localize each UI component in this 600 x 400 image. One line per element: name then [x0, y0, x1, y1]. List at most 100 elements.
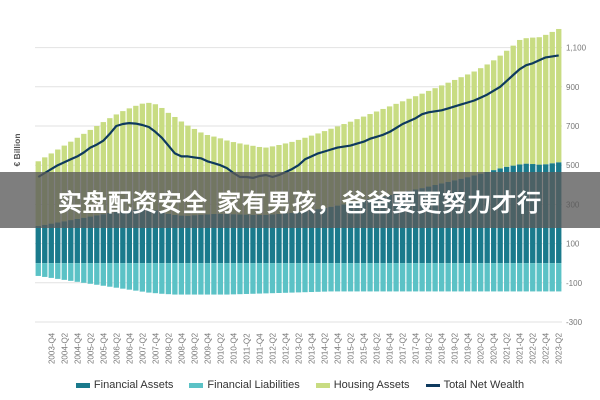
chart-legend: Financial Assets Financial Liabilities H… — [0, 376, 600, 394]
x-tick-label: 2007-Q4 — [151, 332, 160, 364]
y-tick-label: -100 — [566, 279, 583, 288]
financial-liabilities-bar — [35, 263, 41, 276]
housing-assets-bar — [412, 96, 419, 190]
financial-assets-bar — [198, 214, 204, 264]
financial-liabilities-bar — [458, 263, 464, 292]
financial-liabilities-bar — [100, 263, 106, 286]
financial-liabilities-bar — [491, 263, 497, 292]
housing-assets-bar — [406, 98, 412, 191]
housing-assets-bar — [341, 124, 347, 205]
x-tick-label: 2018-Q4 — [438, 332, 447, 364]
stacked-bars — [35, 28, 562, 295]
housing-assets-bar — [373, 111, 380, 198]
financial-liabilities-bar — [165, 263, 172, 295]
x-tick-label: 2004-Q2 — [60, 332, 69, 364]
y-tick-label: 700 — [566, 122, 580, 131]
x-tick-label: 2020-Q4 — [490, 332, 499, 364]
housing-assets-bar — [451, 79, 458, 181]
x-tick-label: 2013-Q2 — [295, 332, 304, 364]
x-tick-label: 2014-Q4 — [334, 332, 343, 364]
housing-assets-bar — [328, 128, 334, 207]
x-tick-label: 2011-Q2 — [242, 333, 251, 364]
x-tick-label: 2016-Q2 — [373, 332, 382, 364]
financial-liabilities-bar — [139, 263, 146, 292]
legend-label-total-net-wealth: Total Net Wealth — [443, 379, 525, 391]
financial-liabilities-bar — [334, 263, 341, 292]
financial-assets-bar — [120, 211, 126, 264]
financial-liabilities-bar — [289, 263, 295, 293]
financial-assets-bar — [87, 216, 93, 264]
housing-assets-bar — [100, 122, 106, 215]
financial-liabilities-bar — [471, 263, 477, 292]
legend-label-financial-liabilities: Financial Liabilities — [207, 379, 300, 391]
x-tick-label: 2009-Q2 — [190, 332, 199, 364]
financial-liabilities-bar — [152, 263, 159, 294]
housing-assets-bar — [504, 50, 510, 167]
financial-assets-bar — [68, 220, 74, 264]
y-tick-label: 500 — [566, 161, 580, 170]
housing-assets-bar — [517, 39, 523, 165]
housing-assets-bar — [419, 93, 425, 189]
financial-liabilities-bar — [425, 263, 432, 292]
financial-assets-bar — [185, 215, 191, 264]
financial-assets-bar — [159, 211, 165, 264]
x-tick-label: 2014-Q2 — [321, 332, 330, 364]
housing-assets-bar — [497, 55, 503, 169]
y-tick-label: 1,100 — [566, 44, 587, 53]
housing-assets-bar — [438, 85, 445, 184]
x-tick-label: 2010-Q4 — [229, 332, 238, 364]
financial-assets-bar — [81, 217, 87, 264]
financial-assets-bar — [139, 209, 146, 264]
financial-assets-bar — [113, 212, 119, 264]
financial-assets-bar — [315, 209, 321, 264]
financial-liabilities-bar — [282, 263, 289, 293]
financial-assets-bar — [347, 203, 354, 264]
legend-label-housing-assets: Housing Assets — [333, 379, 410, 391]
financial-liabilities-bar — [126, 263, 133, 290]
financial-liabilities-bar — [432, 263, 438, 292]
housing-assets-bar — [146, 102, 152, 210]
net-wealth-line-layer — [37, 54, 559, 179]
financial-assets-bar — [250, 214, 256, 264]
financial-liabilities-bar — [556, 263, 562, 292]
financial-liabilities-bar — [438, 263, 445, 292]
legend-item-housing-assets: Housing Assets — [315, 379, 410, 391]
x-tick-label: 2012-Q2 — [268, 332, 277, 364]
x-tick-label: 2017-Q2 — [399, 332, 408, 364]
x-tick-label: 2011-Q4 — [255, 333, 264, 364]
housing-assets-bar — [367, 114, 373, 200]
housing-assets-bar — [432, 88, 438, 185]
housing-assets-bar — [556, 28, 562, 163]
housing-assets-bar — [549, 31, 555, 164]
financial-liabilities-bar — [517, 263, 523, 292]
x-tick-label: 2006-Q2 — [112, 332, 121, 364]
financial-liabilities-bar — [510, 263, 516, 292]
financial-liabilities-bar — [276, 263, 282, 293]
financial-assets-bar — [61, 221, 67, 264]
housing-assets-bar — [484, 64, 490, 172]
housing-assets-bar — [458, 77, 464, 179]
financial-assets-bar — [211, 214, 217, 264]
housing-assets-bar — [445, 82, 451, 182]
financial-assets-bar — [48, 223, 54, 264]
financial-assets-bar — [178, 215, 185, 264]
housing-assets-bar — [354, 119, 360, 202]
housing-assets-bar — [530, 37, 536, 165]
financial-assets-bar — [393, 193, 399, 264]
financial-liabilities-bar — [347, 263, 354, 292]
financial-liabilities-bar — [386, 263, 393, 292]
housing-assets-bar — [471, 71, 477, 176]
housing-assets-bar — [107, 118, 113, 214]
financial-assets-bar — [94, 215, 100, 264]
housing-assets-bar — [321, 131, 328, 208]
financial-assets-bar — [269, 214, 276, 264]
housing-assets-bar — [543, 34, 549, 165]
financial-liabilities-bar — [74, 263, 80, 282]
financial-liabilities-bar — [81, 263, 87, 283]
financial-liabilities-bar — [263, 263, 269, 294]
financial-liabilities-bar — [217, 263, 224, 295]
financial-assets-bar — [230, 214, 237, 264]
net-wealth-line — [37, 54, 559, 179]
financial-liabilities-bar — [211, 263, 217, 295]
x-tick-label: 2003-Q4 — [47, 332, 56, 364]
